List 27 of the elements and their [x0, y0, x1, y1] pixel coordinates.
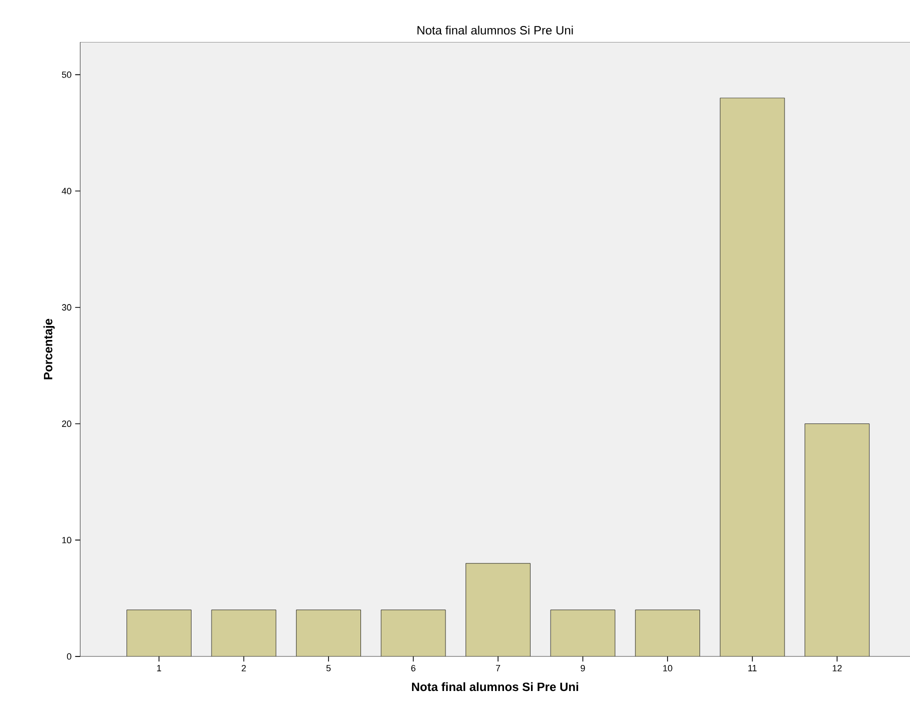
- bar: [550, 610, 616, 657]
- bar: [381, 610, 446, 657]
- bar: [635, 610, 700, 657]
- x-tick-label: 2: [242, 665, 246, 672]
- y-tick-label: 10: [62, 537, 72, 544]
- x-tick-label: 12: [832, 665, 842, 672]
- x-tick-label: 10: [663, 665, 672, 672]
- y-axis-title: Porcentaje: [44, 319, 55, 380]
- bar: [212, 610, 276, 657]
- bar: [466, 564, 530, 657]
- x-tick-label: 7: [496, 665, 500, 672]
- bar: [720, 98, 785, 657]
- chart-title: Nota final alumnos Si Pre Uni: [418, 26, 573, 35]
- y-tick-label: 20: [62, 420, 72, 428]
- y-tick-label: 50: [62, 72, 72, 78]
- bar: [126, 610, 192, 657]
- x-tick-label: 5: [326, 665, 331, 672]
- x-tick-label: 9: [580, 665, 585, 672]
- y-tick-label: 30: [62, 304, 72, 311]
- x-tick-label: 6: [411, 665, 416, 672]
- x-axis-title: Nota final alumnos Si Pre Uni: [412, 682, 578, 692]
- y-tick-label: 0: [66, 653, 72, 660]
- y-tick-label: 40: [62, 188, 72, 194]
- x-tick-label: 1: [157, 665, 162, 672]
- bar: [296, 610, 361, 657]
- bar: [804, 424, 870, 657]
- x-tick-label: 11: [748, 665, 757, 672]
